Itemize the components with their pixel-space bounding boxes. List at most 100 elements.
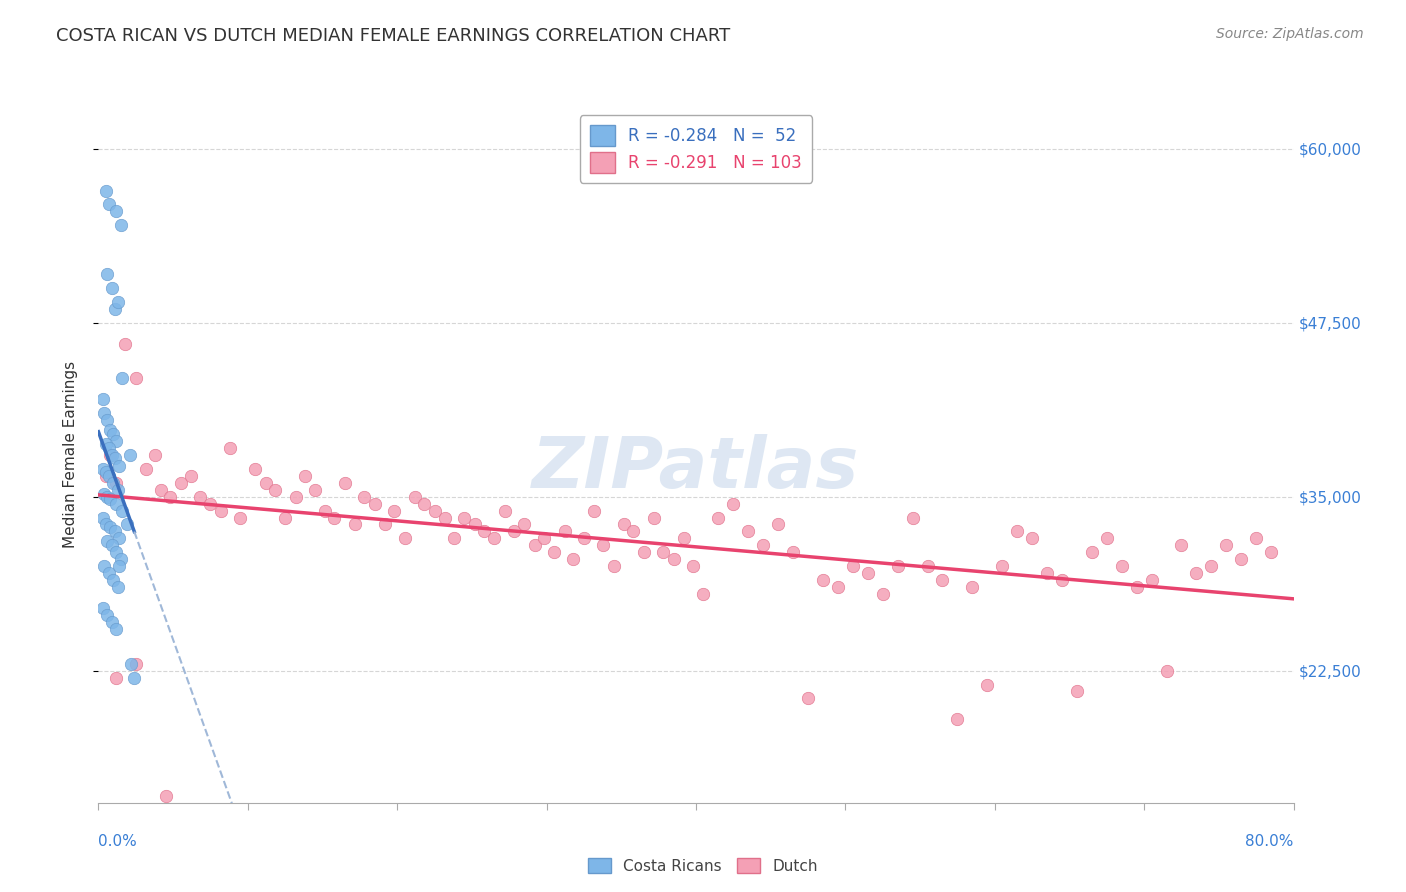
Point (621, 524, 644, 539)
Point (1140, 573, 1163, 587)
Point (946, 712, 969, 726)
Point (494, 503, 516, 517)
Point (562, 552, 585, 566)
Point (797, 691, 820, 706)
Point (1125, 580, 1147, 594)
Point (209, 503, 232, 517)
Point (105, 545, 128, 559)
Point (827, 580, 849, 594)
Point (107, 483, 129, 497)
Point (104, 450, 127, 465)
Point (105, 497, 128, 511)
Text: 0.0%: 0.0% (98, 834, 138, 849)
Point (1005, 524, 1028, 539)
Point (111, 371, 134, 385)
Point (105, 671, 128, 685)
Point (97, 441, 120, 455)
Point (1156, 664, 1178, 678)
Text: Source: ZipAtlas.com: Source: ZipAtlas.com (1216, 27, 1364, 41)
Point (423, 503, 446, 517)
Point (93, 487, 115, 501)
Point (991, 559, 1014, 574)
Point (124, 671, 146, 685)
Text: 80.0%: 80.0% (1246, 834, 1294, 849)
Point (94, 468, 117, 483)
Point (554, 524, 576, 539)
Point (364, 497, 387, 511)
Point (150, 483, 173, 497)
Point (91, 392, 114, 407)
Point (394, 532, 416, 546)
Point (100, 423, 122, 437)
Point (662, 552, 685, 566)
Point (633, 545, 655, 559)
Point (107, 294, 129, 309)
Point (811, 573, 834, 587)
Point (125, 657, 148, 671)
Point (108, 458, 131, 473)
Point (97, 197, 120, 211)
Point (682, 559, 704, 574)
Point (766, 517, 789, 532)
Point (105, 204, 128, 219)
Point (101, 281, 124, 295)
Point (97, 468, 120, 483)
Point (96, 267, 118, 281)
Point (188, 490, 211, 504)
Point (782, 545, 804, 559)
Legend: R = -0.284   N =  52, R = -0.291   N = 103: R = -0.284 N = 52, R = -0.291 N = 103 (579, 115, 813, 183)
Point (1230, 552, 1253, 566)
Point (1095, 532, 1118, 546)
Point (752, 538, 775, 552)
Point (723, 497, 745, 511)
Point (304, 483, 326, 497)
Point (533, 532, 555, 546)
Point (120, 657, 142, 671)
Point (692, 587, 714, 601)
Point (274, 510, 297, 524)
Point (1201, 559, 1223, 574)
Point (917, 559, 939, 574)
Point (513, 517, 536, 532)
Point (294, 468, 316, 483)
Point (180, 468, 202, 483)
Point (94, 517, 117, 532)
Point (101, 615, 124, 629)
Point (94, 465, 117, 479)
Point (100, 492, 122, 507)
Point (543, 545, 565, 559)
Point (104, 301, 127, 316)
Point (353, 490, 375, 504)
Point (105, 434, 128, 448)
Point (263, 483, 285, 497)
Point (962, 580, 984, 594)
Point (94, 184, 117, 198)
Point (976, 677, 998, 691)
Point (114, 336, 136, 351)
Text: COSTA RICAN VS DUTCH MEDIAN FEMALE EARNINGS CORRELATION CHART: COSTA RICAN VS DUTCH MEDIAN FEMALE EARNI… (56, 27, 731, 45)
Point (107, 580, 129, 594)
Point (872, 587, 894, 601)
Point (103, 475, 125, 490)
Point (254, 475, 277, 490)
Point (472, 524, 495, 539)
Point (1170, 538, 1192, 552)
Point (484, 532, 506, 546)
Point (901, 510, 924, 524)
Point (219, 441, 242, 455)
Point (502, 524, 524, 539)
Point (91, 462, 114, 476)
Point (382, 503, 405, 517)
Point (1260, 545, 1282, 559)
Point (1066, 684, 1088, 698)
Point (572, 532, 595, 546)
Point (856, 566, 879, 581)
Point (1021, 532, 1043, 546)
Point (103, 427, 125, 442)
Point (94, 437, 117, 451)
Point (143, 448, 166, 462)
Point (100, 520, 122, 534)
Point (103, 573, 125, 587)
Point (434, 510, 457, 524)
Point (886, 559, 908, 574)
